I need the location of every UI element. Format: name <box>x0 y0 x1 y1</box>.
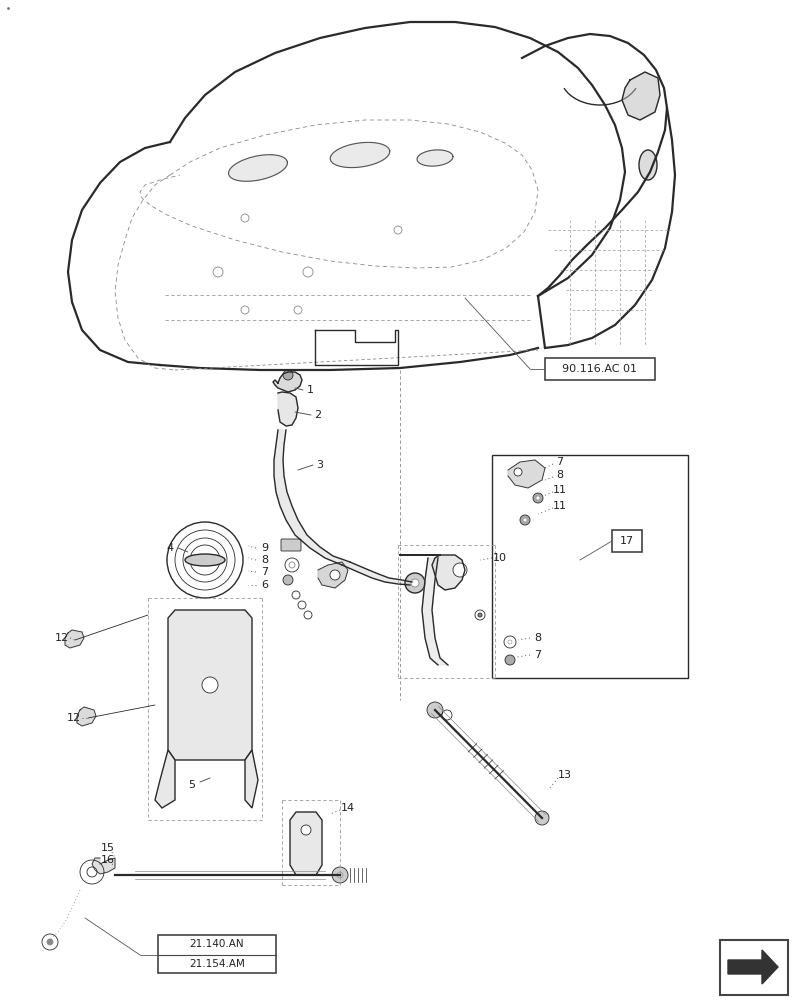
Circle shape <box>522 518 526 522</box>
Polygon shape <box>245 750 258 808</box>
Bar <box>544 358 654 380</box>
Text: 11: 11 <box>552 501 566 511</box>
Circle shape <box>532 493 543 503</box>
Circle shape <box>453 563 466 577</box>
Polygon shape <box>727 950 777 984</box>
Polygon shape <box>341 562 411 585</box>
Text: 6: 6 <box>261 580 268 590</box>
Text: 8: 8 <box>261 555 268 565</box>
Polygon shape <box>290 812 322 875</box>
Polygon shape <box>277 392 298 426</box>
Circle shape <box>289 562 294 568</box>
Text: 8: 8 <box>556 470 563 480</box>
Circle shape <box>535 496 539 500</box>
Text: 2: 2 <box>314 410 321 420</box>
Bar <box>719 940 787 995</box>
Text: 12: 12 <box>67 713 81 723</box>
Circle shape <box>283 370 293 380</box>
Text: 13: 13 <box>557 770 571 780</box>
Bar <box>491 455 687 678</box>
Circle shape <box>329 570 340 580</box>
Polygon shape <box>92 858 115 874</box>
Text: 5: 5 <box>188 780 195 790</box>
Polygon shape <box>330 142 389 168</box>
Text: 9: 9 <box>261 543 268 553</box>
Text: 21.154.AM: 21.154.AM <box>189 959 245 969</box>
Text: 16: 16 <box>101 855 115 865</box>
Text: 10: 10 <box>492 553 506 563</box>
Bar <box>158 935 276 973</box>
Polygon shape <box>400 555 465 590</box>
Polygon shape <box>318 562 348 588</box>
Circle shape <box>534 811 548 825</box>
Circle shape <box>519 515 530 525</box>
Circle shape <box>478 613 482 617</box>
FancyBboxPatch shape <box>281 539 301 551</box>
Text: 4: 4 <box>166 543 174 553</box>
Text: 7: 7 <box>261 567 268 577</box>
Circle shape <box>202 677 217 693</box>
Text: 15: 15 <box>101 843 115 853</box>
Polygon shape <box>508 460 544 488</box>
Circle shape <box>504 655 514 665</box>
Polygon shape <box>77 707 96 726</box>
Circle shape <box>427 702 443 718</box>
Text: 8: 8 <box>534 633 541 643</box>
Polygon shape <box>417 150 453 166</box>
Ellipse shape <box>185 554 225 566</box>
Polygon shape <box>272 372 302 392</box>
Polygon shape <box>422 558 448 665</box>
Text: 11: 11 <box>552 485 566 495</box>
Text: 17: 17 <box>619 536 633 546</box>
Text: 7: 7 <box>556 457 563 467</box>
Circle shape <box>508 640 512 644</box>
Polygon shape <box>168 610 251 760</box>
Circle shape <box>283 575 293 585</box>
Text: 90.116.AC 01: 90.116.AC 01 <box>562 364 637 374</box>
Circle shape <box>513 468 521 476</box>
Polygon shape <box>65 630 84 648</box>
Text: 21.140.AN: 21.140.AN <box>190 939 244 949</box>
Text: 7: 7 <box>534 650 541 660</box>
Polygon shape <box>621 72 659 120</box>
Circle shape <box>301 825 311 835</box>
Circle shape <box>332 867 348 883</box>
Circle shape <box>47 939 53 945</box>
Ellipse shape <box>638 150 656 180</box>
Text: 1: 1 <box>306 385 313 395</box>
Circle shape <box>405 573 424 593</box>
Text: 12: 12 <box>55 633 69 643</box>
Polygon shape <box>155 750 175 808</box>
Text: 14: 14 <box>341 803 354 813</box>
Bar <box>611 530 642 552</box>
Polygon shape <box>228 155 287 181</box>
Polygon shape <box>273 430 350 565</box>
Circle shape <box>410 579 418 587</box>
Text: 3: 3 <box>316 460 323 470</box>
Circle shape <box>87 867 97 877</box>
